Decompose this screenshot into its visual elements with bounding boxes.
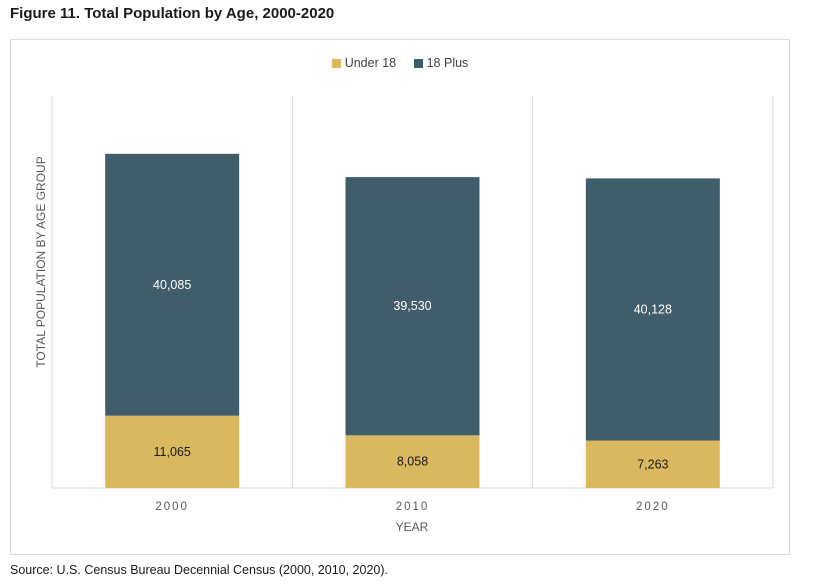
bar-under-18-2000 (105, 415, 240, 488)
bar-under-18-2010 (345, 435, 480, 488)
bar-chart: 11,065 40,085 2000 8,058 39,530 2010 7,263 40,1… (34, 96, 774, 534)
figure-title: Figure 11. Total Population by Age, 2000… (10, 5, 335, 22)
legend-swatch-18-plus (413, 58, 423, 68)
x-tick-label-2000: 2000 (155, 501, 189, 513)
data-label-under-18-2010: 8,058 (397, 455, 428, 469)
x-axis-title: YEAR (396, 520, 429, 534)
bar-18-plus-2020 (585, 178, 720, 441)
x-tick-label-2020: 2020 (636, 501, 670, 513)
legend-label-under-18: Under 18 (344, 56, 397, 70)
data-label-under-18-2020: 7,263 (637, 457, 668, 471)
label-layer: 11,065 40,085 2000 8,058 39,530 2010 7,263 40,1… (153, 278, 672, 513)
data-label-under-18-2000: 11,065 (154, 445, 191, 459)
data-label-18-plus-2010: 39,530 (393, 299, 431, 313)
legend-item-18-plus: 18 Plus (413, 56, 469, 70)
legend-swatch-under-18 (331, 58, 341, 68)
data-label-18-plus-2000: 40,085 (153, 278, 191, 292)
bar-18-plus-2010 (345, 177, 480, 436)
source-note: Source: U.S. Census Bureau Decennial Cen… (10, 563, 389, 577)
legend-item-under-18: Under 18 (331, 56, 397, 70)
y-axis-title: TOTAL POPULATION BY AGE GROUP (34, 156, 48, 367)
x-tick-label-2010: 2010 (396, 501, 430, 513)
legend-label-18-plus: 18 Plus (426, 56, 469, 70)
data-label-18-plus-2020: 40,128 (634, 302, 672, 316)
bar-18-plus-2000 (105, 153, 240, 416)
chart-legend: Under 18 18 Plus (11, 56, 789, 71)
bar-under-18-2020 (585, 440, 720, 488)
chart-container: Under 18 18 Plus 11,065 40,085 2000 8,058 39… (10, 39, 790, 555)
bar-layer (105, 153, 720, 488)
